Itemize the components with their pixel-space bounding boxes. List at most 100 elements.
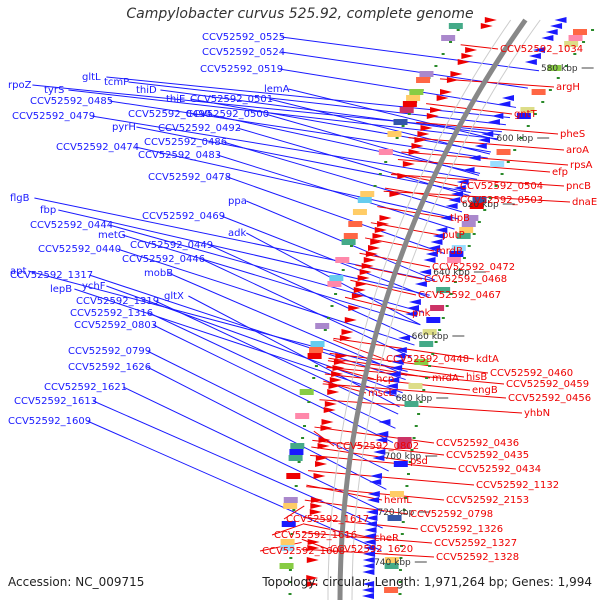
gene-label-right: kdtA [476, 354, 499, 365]
connector-right [301, 538, 329, 550]
feature-arrow-right [318, 437, 331, 443]
connector-right [383, 190, 571, 203]
track-dot [395, 137, 399, 139]
kbp-tick-label: 700 kbp [385, 452, 422, 462]
gene-label-right: CCV52592_0467 [418, 290, 501, 301]
feature-arrow-right [331, 371, 344, 377]
feature-arrow-right [372, 233, 385, 239]
track-dot [402, 509, 406, 511]
gene-label-left: rpoZ [8, 80, 32, 91]
cog-block [496, 149, 511, 155]
feature-arrow-right [306, 581, 319, 587]
track-dot [400, 545, 404, 547]
cog-block [404, 401, 419, 407]
feature-arrow-left [373, 449, 386, 455]
connector-left [269, 98, 490, 155]
connector-right [384, 187, 459, 201]
gene-label-right: CCV52592_0798 [410, 509, 493, 520]
gene-label-right: CCV52592_0448 [386, 354, 469, 365]
gene-label-left: CCV52592_0440 [38, 244, 121, 255]
cog-block [389, 491, 404, 497]
feature-arrow-left [375, 437, 388, 443]
feature-arrow-left [423, 257, 436, 263]
gene-label-right: CCV52592_1608 [262, 546, 345, 557]
feature-arrow-right [309, 509, 322, 515]
cog-block [283, 497, 298, 503]
cog-block [422, 329, 437, 335]
track-dot [494, 185, 498, 187]
cog-block [419, 71, 434, 77]
feature-arrow-left [364, 527, 377, 533]
gene-label-left: CCV52592_0799 [68, 346, 151, 357]
gene-label-right: pnk [412, 308, 431, 319]
track-dot [312, 377, 316, 379]
label-connectors [28, 36, 571, 558]
track-dot [467, 245, 471, 247]
track-dot [341, 269, 345, 271]
gene-label-left: CCV52592_0469 [142, 211, 225, 222]
cog-block [283, 503, 298, 509]
connector-right [303, 517, 419, 530]
feature-arrow-left [524, 59, 537, 65]
feature-arrow-left [376, 431, 389, 437]
gene-label-left: tyrS [44, 85, 64, 96]
gene-label-left: CCV52592_0449 [130, 240, 213, 251]
gene-label-right: CCV52592_1620 [330, 544, 413, 555]
track-dot [406, 473, 410, 475]
feature-arrow-left [462, 167, 475, 173]
gene-label-left: CCV52592_0483 [138, 150, 221, 161]
connector-left [147, 350, 389, 472]
feature-arrow-right [339, 335, 352, 341]
feature-arrow-right [461, 53, 474, 59]
cog-block [384, 587, 399, 593]
feature-arrow-left [363, 551, 376, 557]
track-dot [445, 305, 449, 307]
gene-label-left: CCV52592_1613 [14, 396, 97, 407]
gene-label-left: CCV52592_1319 [76, 296, 159, 307]
feature-arrow-left [554, 17, 567, 23]
cog-block [299, 389, 314, 395]
cog-block [397, 437, 412, 443]
feature-arrow-right [323, 407, 336, 413]
cog-block [288, 455, 303, 461]
track-dot [412, 437, 416, 439]
backbone-ring [337, 18, 528, 600]
connector-left [279, 68, 517, 108]
gene-label-right: CCV52592_0472 [432, 262, 515, 273]
gene-label-right: argH [556, 82, 580, 93]
feature-arrow-right [361, 263, 374, 269]
feature-arrow-right [389, 191, 402, 197]
gene-label-right: CCV52592_0460 [490, 368, 573, 379]
gene-label-right: CCV52592_0504 [460, 181, 543, 192]
cog-block [329, 275, 344, 281]
feature-arrow-left [369, 479, 382, 485]
track-dot [449, 41, 453, 43]
feature-arrow-right [310, 497, 323, 503]
cog-block [469, 203, 484, 209]
connector-left [32, 84, 502, 133]
feature-arrow-right [420, 125, 433, 131]
track-dot [288, 581, 292, 583]
gene-label-left: gltL [82, 72, 101, 83]
cog-block [464, 215, 479, 221]
track-dot [288, 569, 292, 571]
track-dot [434, 65, 438, 67]
gene-label-left: lemA [264, 84, 290, 95]
feature-arrow-left [363, 545, 376, 551]
track-dot [292, 509, 296, 511]
track-dot [541, 101, 545, 103]
feature-arrow-left [367, 497, 380, 503]
track-dot [506, 161, 510, 163]
cog-block [279, 563, 294, 569]
gene-label-left: thiD [136, 85, 157, 96]
track-dot [458, 269, 462, 271]
cog-block [436, 287, 451, 293]
feature-arrow-left [448, 197, 461, 203]
cog-block [384, 563, 399, 569]
feature-arrow-left [398, 335, 411, 341]
track-dot [323, 329, 327, 331]
cog-block [399, 107, 414, 113]
gene-label-right: CCV52592_1132 [476, 480, 559, 491]
track-dot [330, 305, 334, 307]
feature-arrow-left [451, 191, 464, 197]
